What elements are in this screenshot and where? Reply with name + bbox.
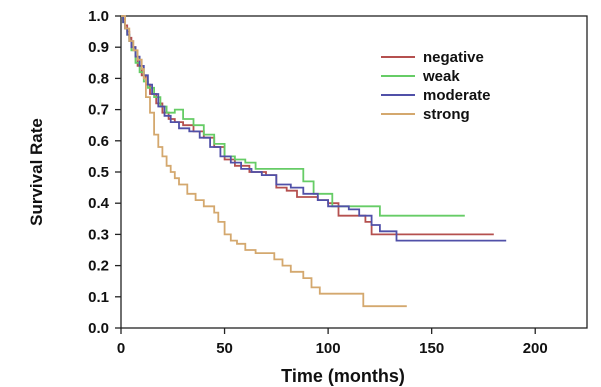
x-tick-label: 150 xyxy=(419,340,444,357)
plot-frame xyxy=(120,15,588,329)
y-tick-label: 1.0 xyxy=(88,8,109,25)
x-tick-label: 50 xyxy=(216,340,233,357)
legend: negative weak moderate strong xyxy=(381,49,491,123)
x-tick-label: 100 xyxy=(316,340,341,357)
y-tick-label: 0.5 xyxy=(88,164,109,181)
series-line-weak xyxy=(121,15,465,217)
plot-axes: 0.0 0.1 0.2 0.3 0.4 0.5 0.6 0.7 0.8 0.9 1.0 0 50 100 1… xyxy=(88,8,588,357)
x-tick-label: 200 xyxy=(523,340,548,357)
series-layer xyxy=(121,15,507,308)
y-tick-label: 0.4 xyxy=(88,195,110,212)
y-tick-label: 0.9 xyxy=(88,39,109,56)
y-tick-label: 0.2 xyxy=(88,258,109,275)
legend-label-moderate: moderate xyxy=(423,87,491,104)
y-axis-title: Survival Rate xyxy=(27,118,46,226)
y-tick-label: 0.6 xyxy=(88,133,109,150)
x-tick-label: 0 xyxy=(117,340,125,357)
legend-label-strong: strong xyxy=(423,106,470,123)
legend-label-negative: negative xyxy=(423,49,484,66)
x-axis-title: Time (months) xyxy=(281,366,405,386)
series-line-strong xyxy=(121,15,407,308)
y-tick-label: 0.8 xyxy=(88,70,109,87)
series-line-moderate xyxy=(121,15,507,242)
y-tick-label: 0.7 xyxy=(88,102,109,119)
y-tick-label: 0.3 xyxy=(88,226,109,243)
y-tick-label: 0.1 xyxy=(88,289,109,306)
legend-label-weak: weak xyxy=(422,68,460,85)
y-tick-label: 0.0 xyxy=(88,320,109,337)
